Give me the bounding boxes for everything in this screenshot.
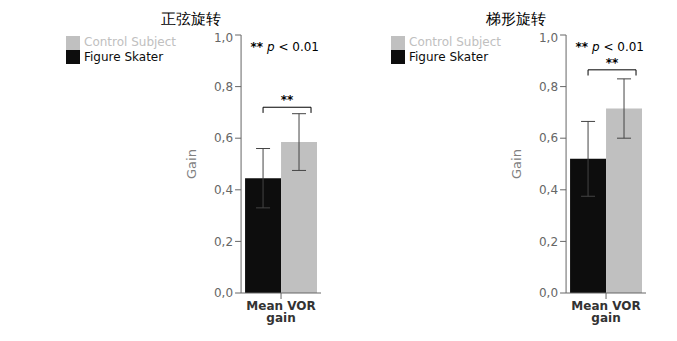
svg-text:0,2: 0,2 bbox=[539, 235, 558, 249]
svg-text:0,8: 0,8 bbox=[214, 80, 233, 94]
svg-text:0,4: 0,4 bbox=[214, 183, 233, 197]
html-text:梯形旋转: 梯形旋转 bbox=[485, 10, 546, 28]
html-text:Control Subject: Control Subject bbox=[84, 35, 177, 49]
svg-text:0,0: 0,0 bbox=[539, 286, 558, 300]
html-text:Control Subject: Control Subject bbox=[409, 35, 502, 49]
svg-text:Gain: Gain bbox=[509, 149, 524, 179]
svg-text:**: ** bbox=[281, 93, 294, 107]
svg-text:0,2: 0,2 bbox=[214, 235, 233, 249]
html-text:Figure Skater: Figure Skater bbox=[84, 49, 164, 64]
svg-text:0,0: 0,0 bbox=[214, 286, 233, 300]
svg-text:0,6: 0,6 bbox=[214, 131, 233, 145]
html-text:** p < 0.01: ** p < 0.01 bbox=[250, 40, 319, 54]
svg-text:Mean VORgain: Mean VORgain bbox=[571, 299, 640, 325]
svg-text:0,6: 0,6 bbox=[539, 131, 558, 145]
svg-text:0,8: 0,8 bbox=[539, 80, 558, 94]
html-text:正弦旋转: 正弦旋转 bbox=[160, 10, 221, 28]
svg-text:0,4: 0,4 bbox=[539, 183, 558, 197]
svg-text:Mean VORgain: Mean VORgain bbox=[246, 299, 315, 325]
html-text:** p < 0.01: ** p < 0.01 bbox=[575, 40, 644, 54]
svg-text:1,0: 1,0 bbox=[214, 31, 233, 45]
svg-text:1,0: 1,0 bbox=[539, 31, 558, 45]
svg-text:**: ** bbox=[606, 56, 619, 70]
svg-text:Gain: Gain bbox=[184, 149, 199, 179]
html-text:Figure Skater: Figure Skater bbox=[409, 49, 489, 64]
